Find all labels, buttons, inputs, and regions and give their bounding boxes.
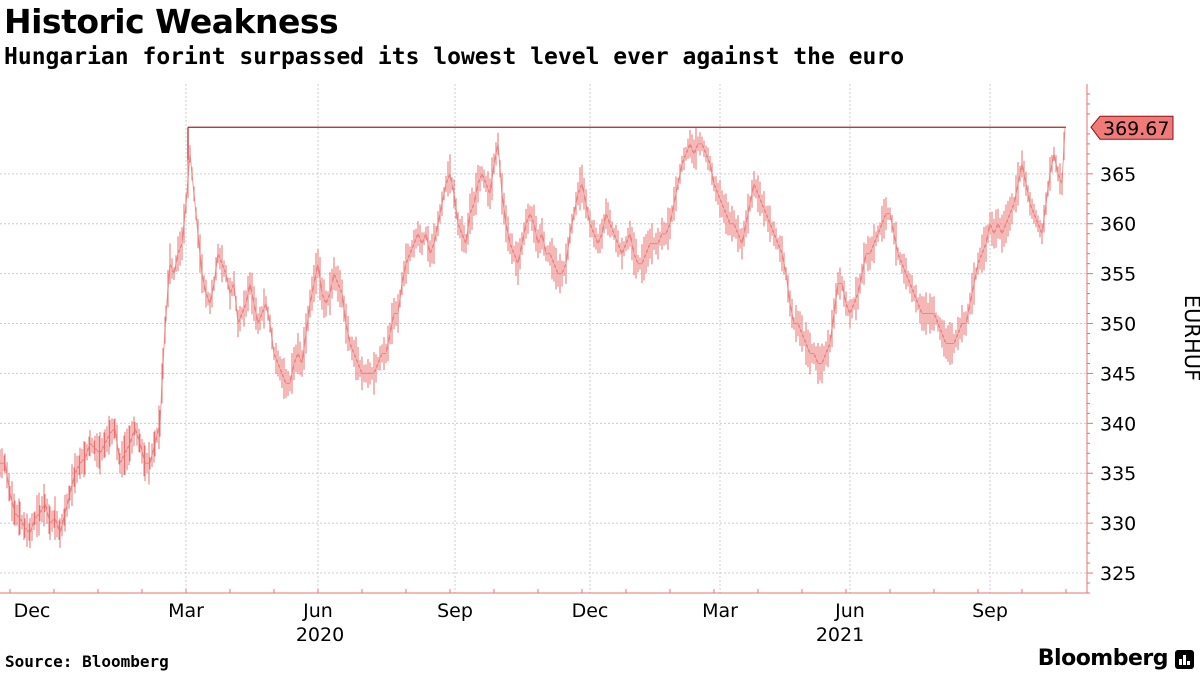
y-tick-label: 365 xyxy=(1100,164,1136,186)
y-tick-label: 340 xyxy=(1100,413,1136,435)
x-year-label: 2020 xyxy=(296,624,344,646)
y-tick-label: 325 xyxy=(1100,563,1136,585)
chart-title: Historic Weakness xyxy=(4,2,339,41)
x-tick-label: Dec xyxy=(14,600,51,622)
x-tick-label: Sep xyxy=(972,600,1008,622)
brand-wordmark: Bloomberg xyxy=(1037,646,1169,671)
x-tick-label: Mar xyxy=(702,600,738,622)
y-tick-label: 360 xyxy=(1100,214,1136,236)
last-value-callout xyxy=(1090,115,1174,140)
y-axis-label: EURHUF xyxy=(1180,295,1200,381)
source-note: Source: Bloomberg xyxy=(5,652,169,671)
series-line xyxy=(0,127,1066,535)
y-tick-label: 330 xyxy=(1100,513,1136,535)
chart-subtitle: Hungarian forint surpassed its lowest le… xyxy=(4,44,905,70)
y-tick-label: 335 xyxy=(1100,463,1136,485)
x-tick-label: Jun xyxy=(302,600,333,622)
y-tick-label: 345 xyxy=(1100,363,1136,385)
last-value-label: 369.67 xyxy=(1103,118,1169,140)
x-tick-label: Sep xyxy=(437,600,473,622)
x-year-label: 2021 xyxy=(816,624,864,646)
x-tick-label: Jun xyxy=(834,600,865,622)
y-tick-label: 350 xyxy=(1100,314,1136,336)
bloomberg-logo-icon xyxy=(1175,650,1194,669)
x-tick-label: Mar xyxy=(168,600,204,622)
y-tick-label: 355 xyxy=(1100,264,1136,286)
x-tick-label: Dec xyxy=(572,600,609,622)
